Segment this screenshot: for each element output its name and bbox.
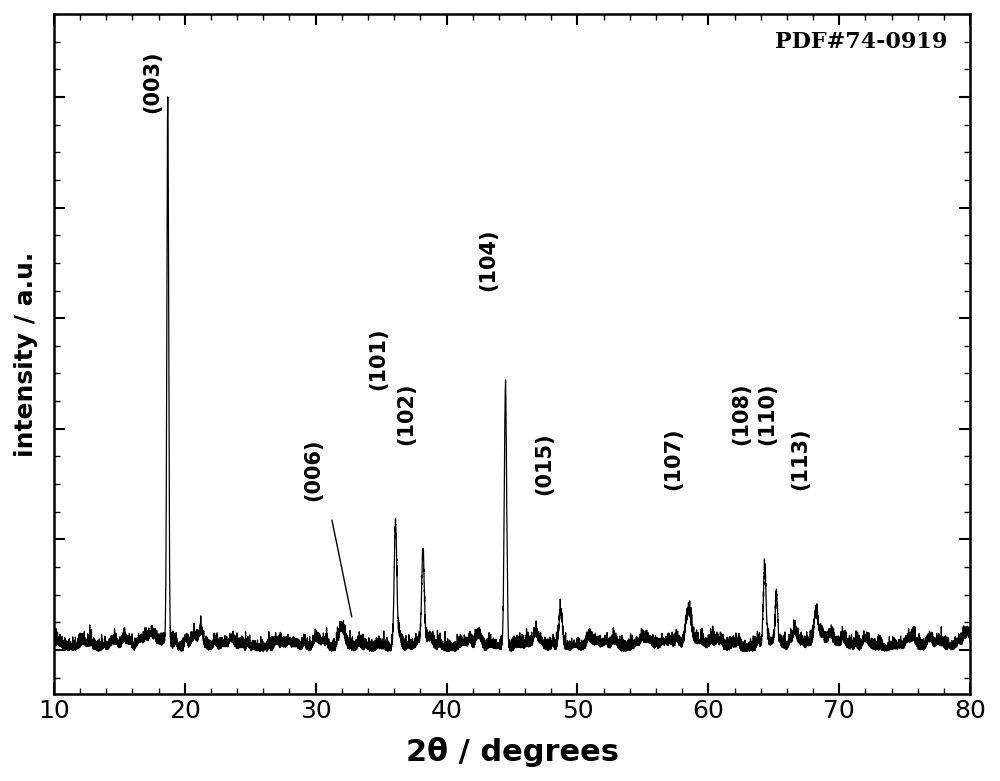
X-axis label: 2θ / degrees: 2θ / degrees (406, 737, 619, 767)
Text: (006): (006) (303, 438, 323, 501)
Text: (110): (110) (757, 383, 777, 445)
Text: (113): (113) (790, 427, 810, 490)
Text: (003): (003) (142, 51, 162, 113)
Text: (107): (107) (663, 427, 683, 490)
Text: (101): (101) (368, 327, 388, 390)
Y-axis label: intensity / a.u.: intensity / a.u. (14, 251, 38, 457)
Text: (108): (108) (731, 383, 751, 445)
Text: (104): (104) (478, 228, 498, 291)
Text: (102): (102) (396, 383, 416, 445)
Text: (015): (015) (535, 433, 555, 495)
Text: PDF#74-0919: PDF#74-0919 (775, 31, 947, 53)
